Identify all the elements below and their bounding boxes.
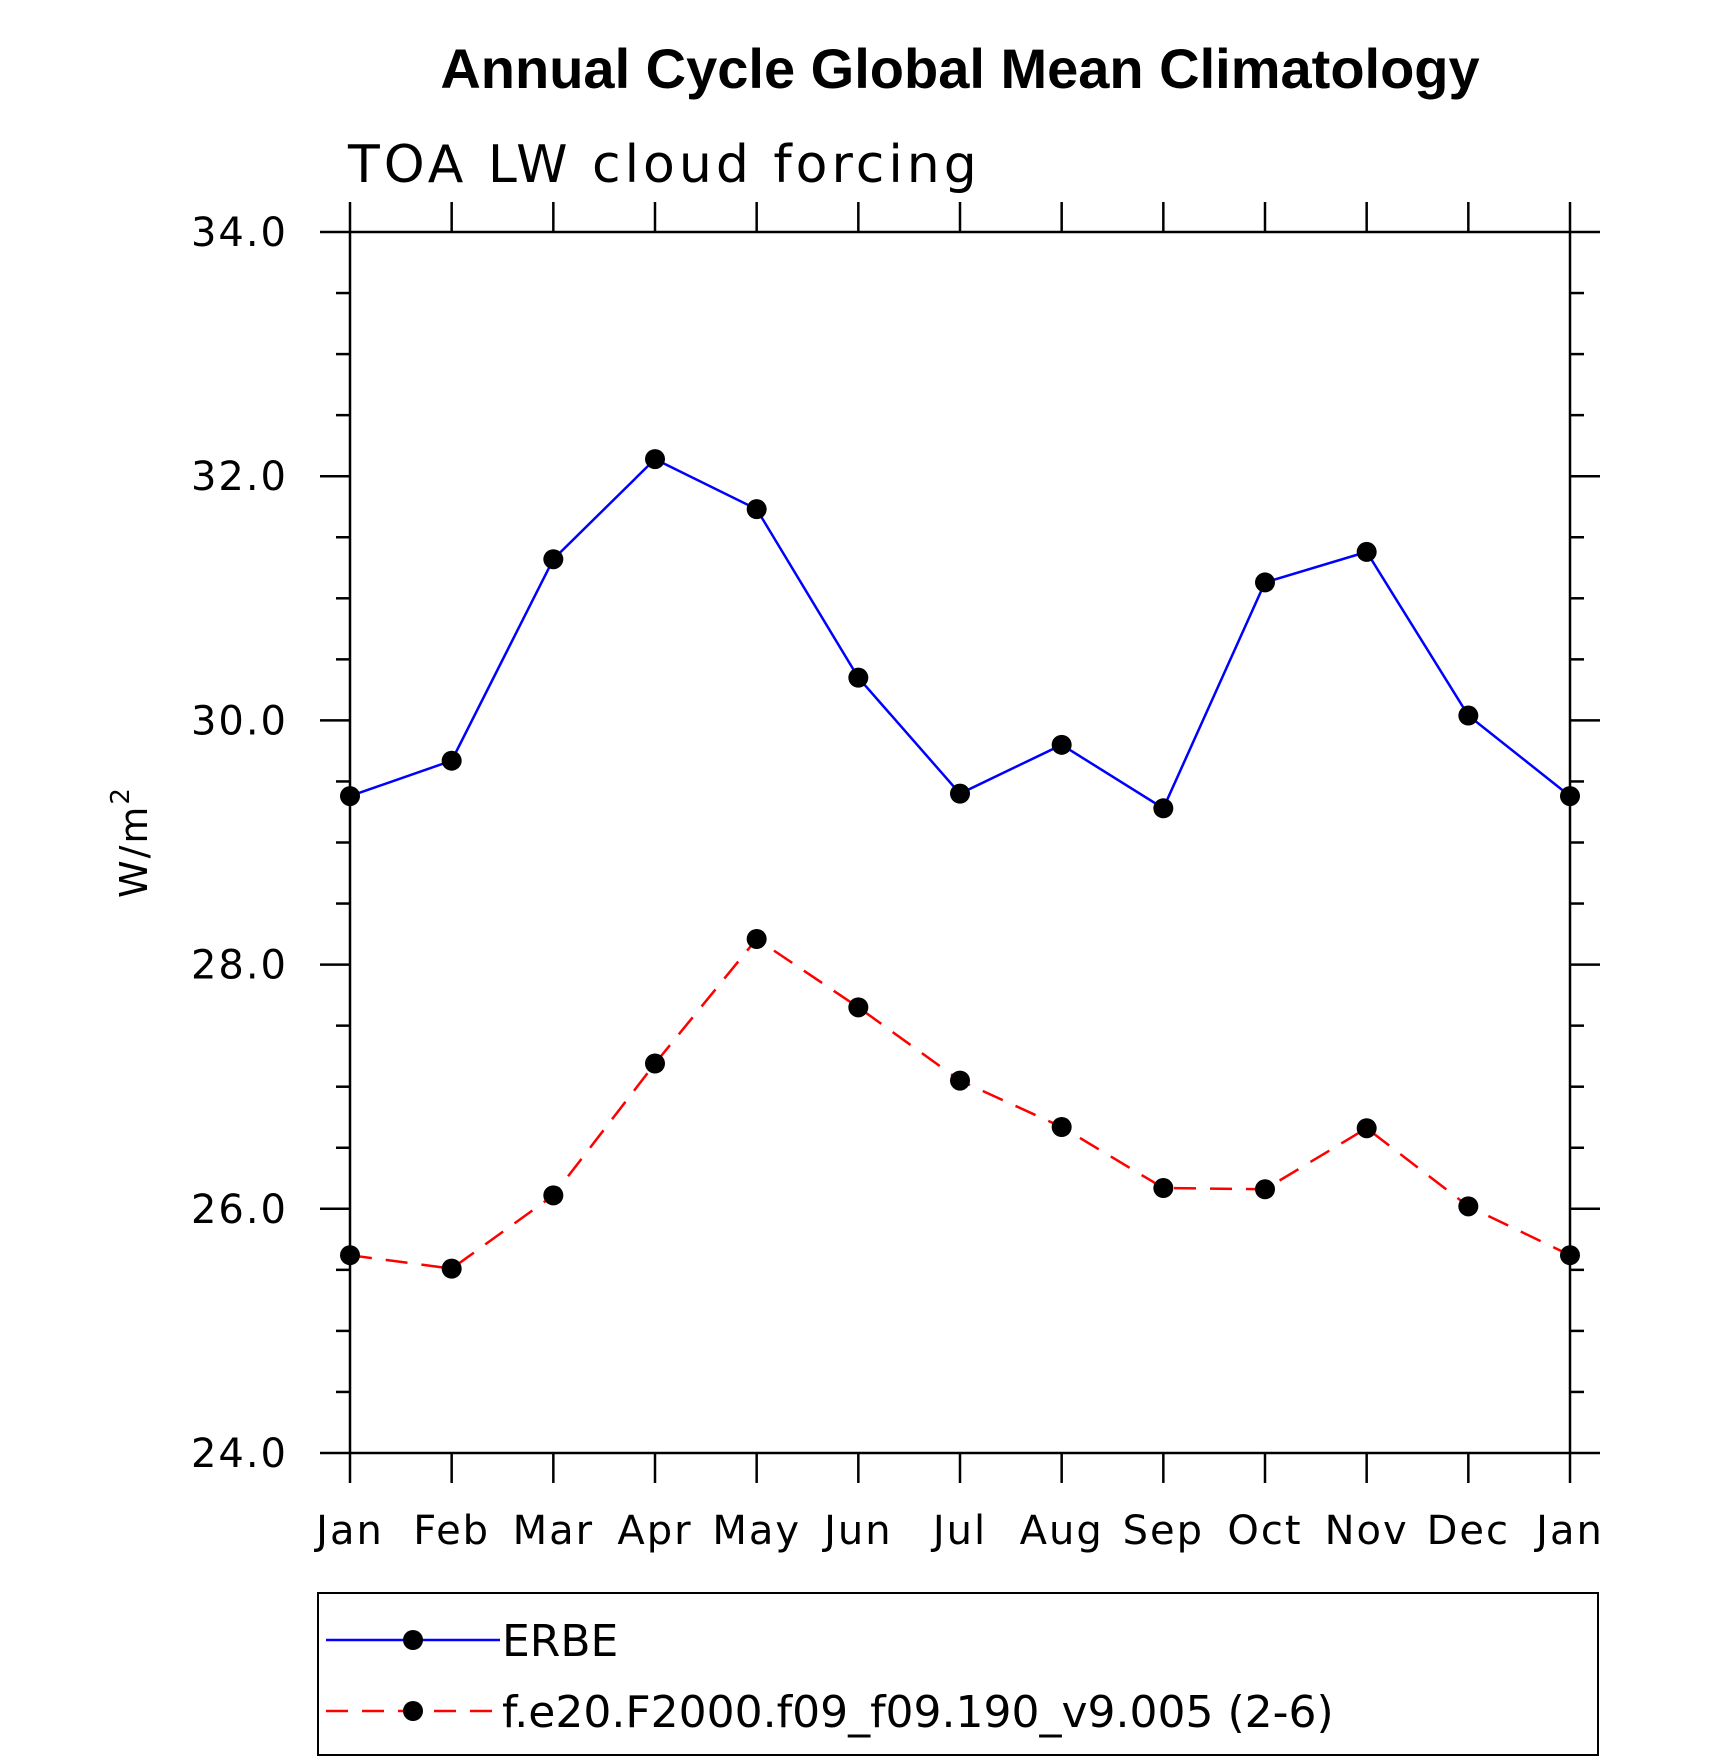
x-tick-label: Jul bbox=[930, 1508, 987, 1554]
series-1-point bbox=[746, 928, 767, 949]
x-tick-label: Aug bbox=[1020, 1508, 1104, 1554]
legend: ERBE f.e20.F2000.f09_f09.190_v9.005 (2-6… bbox=[317, 1592, 1599, 1756]
series-1-point bbox=[1356, 1118, 1377, 1139]
series-0-point bbox=[848, 667, 869, 688]
series-1-point bbox=[848, 997, 869, 1018]
series-0-point bbox=[441, 750, 462, 771]
series-1-point bbox=[950, 1070, 970, 1091]
series-line-1 bbox=[349, 937, 1571, 1270]
series-1-point bbox=[441, 1258, 462, 1279]
x-tick-label: Jan bbox=[1533, 1508, 1604, 1554]
y-tick-label: 26.0 bbox=[191, 1187, 288, 1233]
y-tick-label: 30.0 bbox=[191, 698, 288, 744]
x-tick-label: Feb bbox=[413, 1508, 490, 1554]
legend-label-model: f.e20.F2000.f09_f09.190_v9.005 (2-6) bbox=[502, 1687, 1334, 1738]
legend-label-erbe: ERBE bbox=[502, 1616, 618, 1667]
series-line-0 bbox=[349, 457, 1571, 811]
y-tick-label: 34.0 bbox=[191, 210, 288, 256]
legend-box bbox=[317, 1592, 1599, 1756]
series-1-point bbox=[543, 1185, 564, 1206]
chart-subtitle: TOA LW cloud forcing bbox=[347, 135, 981, 195]
x-tick-label: Jan bbox=[313, 1508, 384, 1554]
x-tick-label: Nov bbox=[1325, 1508, 1409, 1554]
x-tick-label: Jun bbox=[821, 1508, 893, 1554]
series-0-point bbox=[1051, 734, 1072, 755]
y-tick-label: 24.0 bbox=[191, 1431, 288, 1477]
legend-marker-model bbox=[403, 1701, 423, 1721]
plot-frame bbox=[348, 230, 1572, 1455]
series-1-point bbox=[1051, 1116, 1072, 1137]
x-tick-label: Apr bbox=[617, 1508, 692, 1554]
series-layer bbox=[340, 449, 1580, 1279]
series-0-point bbox=[1356, 541, 1377, 562]
series-1-point bbox=[645, 1053, 665, 1074]
series-0-point bbox=[746, 499, 767, 520]
axis-ticks bbox=[320, 202, 1600, 1483]
y-tick-label: 32.0 bbox=[191, 454, 288, 500]
y-axis-tick-labels: 24.0 26.0 28.0 30.0 32.0 34.0 bbox=[191, 210, 288, 1477]
series-1-point bbox=[1458, 1196, 1479, 1217]
x-tick-label: Mar bbox=[513, 1508, 594, 1554]
series-0-point bbox=[1458, 705, 1479, 726]
chart-title: Annual Cycle Global Mean Climatology bbox=[440, 37, 1479, 100]
series-0-point bbox=[1255, 572, 1275, 593]
x-axis-tick-labels: Jan Feb Mar Apr May Jun Jul Aug Sep Oct Nov Dec Jan bbox=[313, 1508, 1604, 1554]
series-0-point bbox=[543, 549, 564, 570]
x-tick-label: Dec bbox=[1427, 1508, 1510, 1554]
series-0-point bbox=[340, 786, 360, 807]
series-0-point bbox=[645, 449, 665, 470]
series-1-point bbox=[340, 1245, 360, 1266]
series-0-point bbox=[1560, 786, 1580, 807]
legend-marker-erbe bbox=[403, 1630, 423, 1650]
y-axis-label: W/m2 bbox=[106, 786, 156, 898]
x-tick-label: Sep bbox=[1123, 1508, 1204, 1554]
x-tick-label: May bbox=[712, 1508, 801, 1554]
series-1-point bbox=[1153, 1178, 1174, 1199]
series-1-point bbox=[1255, 1179, 1275, 1200]
x-tick-label: Oct bbox=[1227, 1508, 1302, 1554]
series-1-point bbox=[1560, 1245, 1580, 1266]
y-tick-label: 28.0 bbox=[191, 943, 288, 989]
series-0-point bbox=[1153, 798, 1174, 819]
series-0-point bbox=[950, 783, 970, 804]
